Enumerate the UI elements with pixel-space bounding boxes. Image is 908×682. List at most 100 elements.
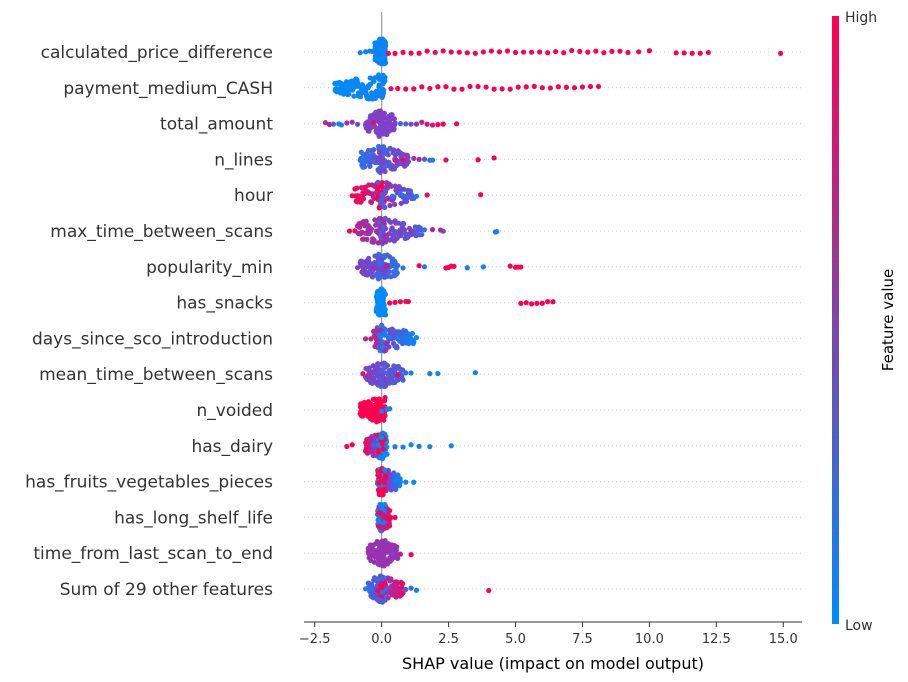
shap-point <box>388 86 394 92</box>
shap-point <box>377 293 383 300</box>
shap-point <box>389 193 395 199</box>
shap-point <box>451 263 457 269</box>
shap-point <box>381 525 387 531</box>
shap-point <box>464 50 470 56</box>
shap-point <box>383 473 389 479</box>
shap-point <box>408 121 414 127</box>
shap-point <box>397 191 403 197</box>
shap-point <box>386 344 392 350</box>
shap-point <box>518 300 524 306</box>
shap-point <box>387 508 393 514</box>
shap-point <box>376 251 382 257</box>
shap-point <box>367 163 373 170</box>
shap-point <box>435 122 441 128</box>
shap-point <box>585 49 591 55</box>
shap-point <box>375 185 381 191</box>
shap-point <box>379 408 385 414</box>
shap-point <box>395 336 401 342</box>
shap-point <box>349 442 355 448</box>
shap-point <box>378 468 384 474</box>
shap-point <box>392 50 398 57</box>
shap-point <box>448 443 454 449</box>
shap-point <box>360 192 366 198</box>
shap-point <box>392 299 398 305</box>
shap-point <box>378 505 385 511</box>
x-tick-label: 5.0 <box>505 632 526 647</box>
shap-point <box>388 219 394 225</box>
x-tick-label: 10.0 <box>635 632 664 647</box>
shap-point <box>380 382 386 388</box>
shap-point <box>346 228 353 234</box>
shap-point <box>601 50 607 56</box>
shap-point <box>379 114 385 120</box>
shap-point <box>379 344 386 350</box>
shap-point <box>569 47 575 54</box>
colorbar <box>832 16 839 624</box>
shap-point <box>388 183 394 189</box>
shap-point <box>379 580 385 586</box>
shap-point <box>386 231 392 237</box>
shap-point <box>379 441 386 447</box>
shap-point <box>419 231 425 238</box>
shap-point <box>382 451 388 457</box>
shap-point <box>395 377 401 383</box>
shap-point <box>385 50 391 57</box>
x-axis: −2.5 0.0 2.5 5.0 7.5 10.0 12.5 15.0 <box>299 621 802 647</box>
shap-point <box>379 434 385 441</box>
shap-point <box>429 227 436 233</box>
x-tick-label: 12.5 <box>702 632 731 647</box>
shap-point <box>382 398 388 404</box>
shap-point <box>399 585 405 591</box>
shap-point <box>394 270 400 276</box>
feature-label: popularity_min <box>146 258 273 278</box>
shap-point <box>357 50 363 56</box>
shap-point <box>408 442 414 448</box>
shap-point <box>523 300 529 306</box>
shap-point <box>512 49 519 56</box>
shap-point <box>382 74 388 81</box>
shap-point <box>358 149 364 155</box>
shap-point <box>413 193 420 199</box>
shap-point <box>382 312 389 318</box>
shap-point <box>403 586 409 593</box>
shap-point <box>361 164 368 170</box>
points-layer <box>322 36 784 605</box>
shap-point <box>396 220 402 226</box>
shap-point <box>395 372 401 378</box>
shap-point <box>394 345 400 351</box>
shap-point <box>380 204 387 210</box>
shap-point <box>330 121 337 127</box>
shap-point <box>378 229 384 235</box>
shap-point <box>409 330 416 337</box>
shap-point <box>400 227 406 233</box>
shap-point <box>385 152 391 158</box>
shap-point <box>391 126 397 132</box>
shap-point <box>392 120 398 126</box>
shap-point <box>472 50 478 56</box>
shap-point <box>384 516 390 522</box>
shap-point <box>378 598 385 604</box>
shap-point <box>397 121 403 127</box>
shap-point <box>646 48 652 54</box>
feature-label: has_fruits_vegetables_pieces <box>25 473 273 493</box>
x-tick-label: −2.5 <box>299 632 331 647</box>
shap-point <box>400 444 406 450</box>
shap-point <box>504 48 511 54</box>
shap-point <box>531 83 537 89</box>
shap-point <box>387 300 393 306</box>
shap-point <box>371 146 377 153</box>
shap-point <box>375 240 382 246</box>
shap-point <box>391 116 397 122</box>
shap-point <box>371 408 377 414</box>
shap-point <box>400 265 406 271</box>
shap-point <box>397 483 403 489</box>
shap-point <box>467 83 473 90</box>
shap-point <box>429 122 436 128</box>
shap-point <box>534 300 540 306</box>
shap-point <box>392 228 398 235</box>
shap-point <box>394 544 400 550</box>
shap-point <box>387 202 393 209</box>
shap-point <box>403 121 409 127</box>
shap-point <box>376 46 383 52</box>
shap-point <box>401 221 407 227</box>
